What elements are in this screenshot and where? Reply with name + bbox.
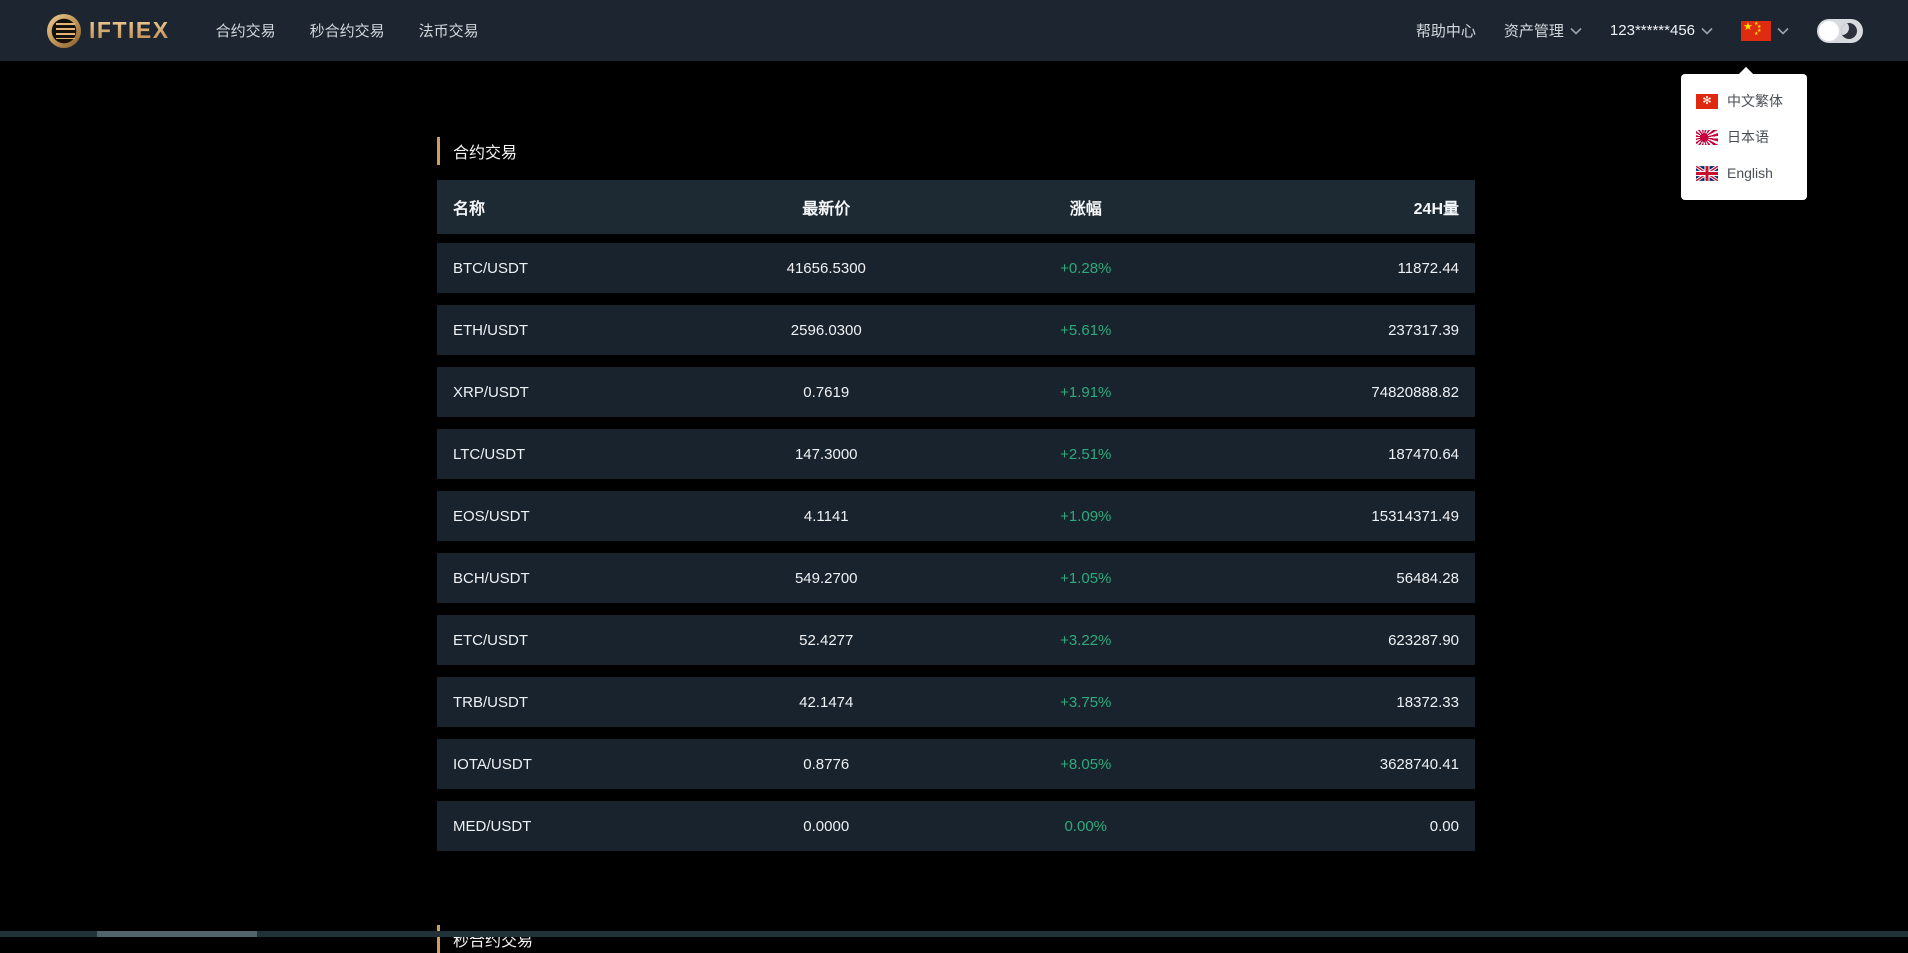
contract-trade-section-title: 合约交易 (437, 137, 517, 165)
help-center-link[interactable]: 帮助中心 (1416, 20, 1476, 41)
navbar-right: 帮助中心 资产管理 123******456 ★★★★★ (1416, 19, 1863, 43)
lang-option-traditional-chinese[interactable]: ✻ 中文繁体 (1681, 83, 1807, 119)
top-navbar: IFTIEX 合约交易 秒合约交易 法币交易 帮助中心 资产管理 123****… (0, 0, 1908, 61)
change-percent: +3.75% (956, 694, 1216, 711)
volume-24h: 0.00 (1216, 818, 1476, 835)
latest-price: 147.3000 (697, 446, 957, 463)
latest-price: 42.1474 (697, 694, 957, 711)
volume-24h: 623287.90 (1216, 632, 1476, 649)
change-percent: 0.00% (956, 818, 1216, 835)
nav-seconds-contract-trade[interactable]: 秒合约交易 (310, 20, 385, 41)
latest-price: 0.0000 (697, 818, 957, 835)
latest-price: 0.7619 (697, 384, 957, 401)
pair-name: ETH/USDT (437, 322, 697, 339)
lang-option-english[interactable]: English (1681, 155, 1807, 191)
table-body: BTC/USDT 41656.5300 +0.28% 11872.44 ETH/… (437, 243, 1475, 851)
market-row[interactable]: BCH/USDT 549.2700 +1.05% 56484.28 (437, 553, 1475, 603)
change-percent: +5.61% (956, 322, 1216, 339)
change-percent: +2.51% (956, 446, 1216, 463)
latest-price: 41656.5300 (697, 260, 957, 277)
toggle-knob (1819, 21, 1839, 41)
pair-name: EOS/USDT (437, 508, 697, 525)
volume-24h: 18372.33 (1216, 694, 1476, 711)
asset-management-label: 资产管理 (1504, 20, 1564, 41)
volume-24h: 56484.28 (1216, 570, 1476, 587)
horizontal-scrollbar-track[interactable] (0, 931, 1908, 937)
market-row[interactable]: MED/USDT 0.0000 0.00% 0.00 (437, 801, 1475, 851)
change-percent: +8.05% (956, 756, 1216, 773)
seconds-contract-section-title: 秒合约交易 (437, 925, 533, 953)
pair-name: LTC/USDT (437, 446, 697, 463)
latest-price: 549.2700 (697, 570, 957, 587)
pair-name: XRP/USDT (437, 384, 697, 401)
lang-label: 中文繁体 (1727, 91, 1783, 111)
brand-name: IFTIEX (89, 17, 170, 44)
latest-price: 52.4277 (697, 632, 957, 649)
pair-name: BCH/USDT (437, 570, 697, 587)
account-menu[interactable]: 123******456 (1610, 22, 1713, 39)
horizontal-scrollbar-thumb[interactable] (97, 931, 257, 937)
volume-24h: 3628740.41 (1216, 756, 1476, 773)
theme-toggle-switch[interactable] (1817, 19, 1863, 43)
change-percent: +3.22% (956, 632, 1216, 649)
change-percent: +1.91% (956, 384, 1216, 401)
header-change: 涨幅 (956, 195, 1216, 219)
main-nav: 合约交易 秒合约交易 法币交易 (216, 20, 479, 41)
change-percent: +1.09% (956, 508, 1216, 525)
section-title-text: 合约交易 (453, 139, 517, 163)
username-masked: 123******456 (1610, 22, 1695, 39)
volume-24h: 11872.44 (1216, 260, 1476, 277)
brand-logo[interactable]: IFTIEX (47, 14, 170, 48)
chevron-down-icon (1570, 27, 1582, 35)
volume-24h: 15314371.49 (1216, 508, 1476, 525)
market-row[interactable]: TRB/USDT 42.1474 +3.75% 18372.33 (437, 677, 1475, 727)
change-percent: +1.05% (956, 570, 1216, 587)
volume-24h: 187470.64 (1216, 446, 1476, 463)
accent-bar (437, 925, 440, 953)
pair-name: BTC/USDT (437, 260, 697, 277)
lang-option-japanese[interactable]: 日本语 (1681, 119, 1807, 155)
latest-price: 4.1141 (697, 508, 957, 525)
change-percent: +0.28% (956, 260, 1216, 277)
latest-price: 0.8776 (697, 756, 957, 773)
header-24h-volume: 24H量 (1216, 195, 1476, 219)
lang-label: English (1727, 165, 1773, 181)
market-table: 名称 最新价 涨幅 24H量 BTC/USDT 41656.5300 +0.28… (437, 180, 1475, 863)
nav-contract-trade[interactable]: 合约交易 (216, 20, 276, 41)
lang-label: 日本语 (1727, 127, 1769, 147)
header-name: 名称 (437, 195, 697, 219)
accent-bar (437, 137, 440, 165)
market-row[interactable]: ETC/USDT 52.4277 +3.22% 623287.90 (437, 615, 1475, 665)
pair-name: MED/USDT (437, 818, 697, 835)
market-row[interactable]: IOTA/USDT 0.8776 +8.05% 3628740.41 (437, 739, 1475, 789)
moon-icon (1841, 23, 1857, 39)
market-row[interactable]: BTC/USDT 41656.5300 +0.28% 11872.44 (437, 243, 1475, 293)
asset-management-menu[interactable]: 资产管理 (1504, 20, 1582, 41)
market-row[interactable]: XRP/USDT 0.7619 +1.91% 74820888.82 (437, 367, 1475, 417)
hong-kong-flag-icon: ✻ (1696, 94, 1718, 109)
latest-price: 2596.0300 (697, 322, 957, 339)
pair-name: ETC/USDT (437, 632, 697, 649)
pair-name: IOTA/USDT (437, 756, 697, 773)
volume-24h: 237317.39 (1216, 322, 1476, 339)
chevron-down-icon (1701, 27, 1713, 35)
pair-name: TRB/USDT (437, 694, 697, 711)
language-dropdown: ✻ 中文繁体 日本语 English (1681, 74, 1807, 200)
header-latest-price: 最新价 (697, 195, 957, 219)
market-row[interactable]: EOS/USDT 4.1141 +1.09% 15314371.49 (437, 491, 1475, 541)
volume-24h: 74820888.82 (1216, 384, 1476, 401)
market-row[interactable]: ETH/USDT 2596.0300 +5.61% 237317.39 (437, 305, 1475, 355)
japan-flag-icon (1696, 130, 1718, 145)
language-selector[interactable]: ★★★★★ (1741, 21, 1789, 41)
table-header-row: 名称 最新价 涨幅 24H量 (437, 180, 1475, 234)
chevron-down-icon (1777, 27, 1789, 35)
nav-fiat-trade[interactable]: 法币交易 (419, 20, 479, 41)
coin-logo-icon (47, 14, 81, 48)
market-row[interactable]: LTC/USDT 147.3000 +2.51% 187470.64 (437, 429, 1475, 479)
china-flag-icon: ★★★★★ (1741, 21, 1771, 41)
uk-flag-icon (1696, 166, 1718, 181)
